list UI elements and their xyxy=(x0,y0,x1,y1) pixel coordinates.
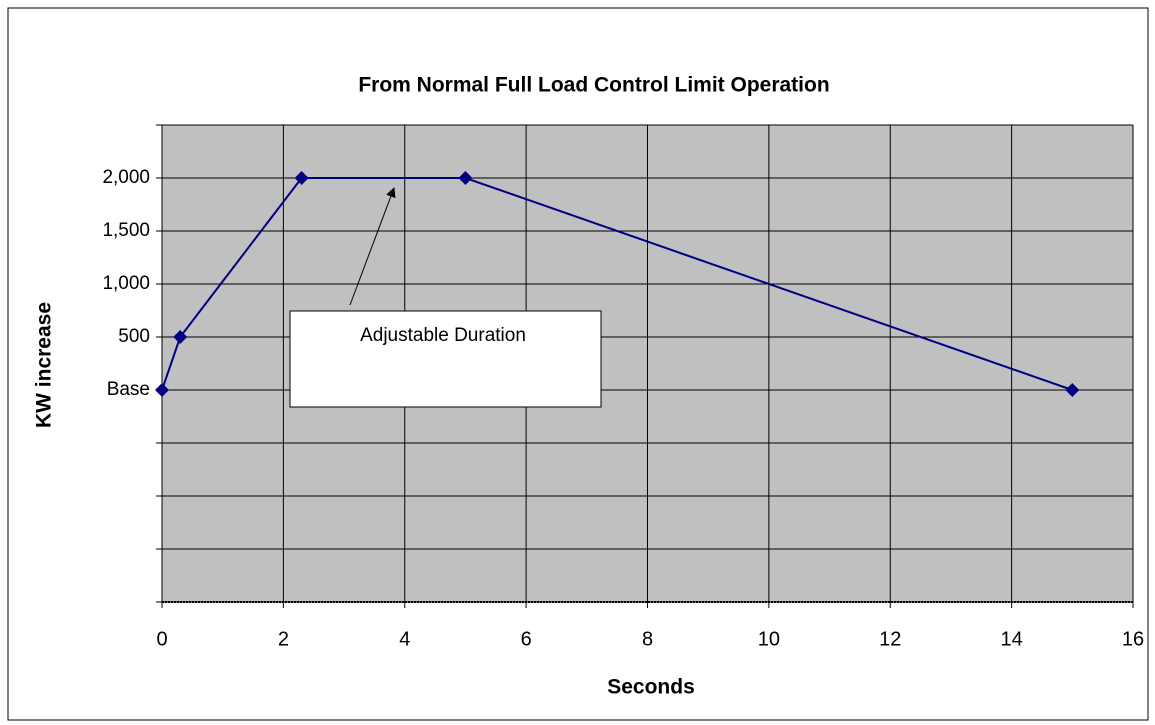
data-point xyxy=(173,330,188,344)
x-tick-label: 14 xyxy=(1001,628,1023,650)
x-tick-label: 12 xyxy=(879,628,901,650)
data-point xyxy=(1065,383,1080,397)
y-tick-label: 2,000 xyxy=(102,167,150,188)
y-tick-label: 500 xyxy=(118,326,150,347)
data-point xyxy=(458,171,473,185)
annotation-arrow xyxy=(349,187,396,306)
chart-title: From Normal Full Load Control Limit Oper… xyxy=(358,74,829,97)
annotation-text: Adjustable Duration xyxy=(360,325,526,346)
y-axis-label: KW increase xyxy=(33,302,56,428)
x-tick-label: 0 xyxy=(156,628,167,650)
x-tick-label: 4 xyxy=(399,628,410,650)
data-point xyxy=(155,383,169,397)
annotation-box xyxy=(289,310,602,408)
x-tick-label: 8 xyxy=(642,628,653,650)
data-point xyxy=(294,171,309,185)
x-tick-label: 2 xyxy=(278,628,289,650)
x-tick-label: 6 xyxy=(521,628,532,650)
x-tick-label: 16 xyxy=(1122,628,1144,650)
y-tick-label: 1,500 xyxy=(102,220,150,241)
y-tick-label: Base xyxy=(107,379,150,400)
x-tick-label: 10 xyxy=(758,628,780,650)
x-axis-label: Seconds xyxy=(607,676,695,699)
y-tick-label: 1,000 xyxy=(102,273,150,294)
